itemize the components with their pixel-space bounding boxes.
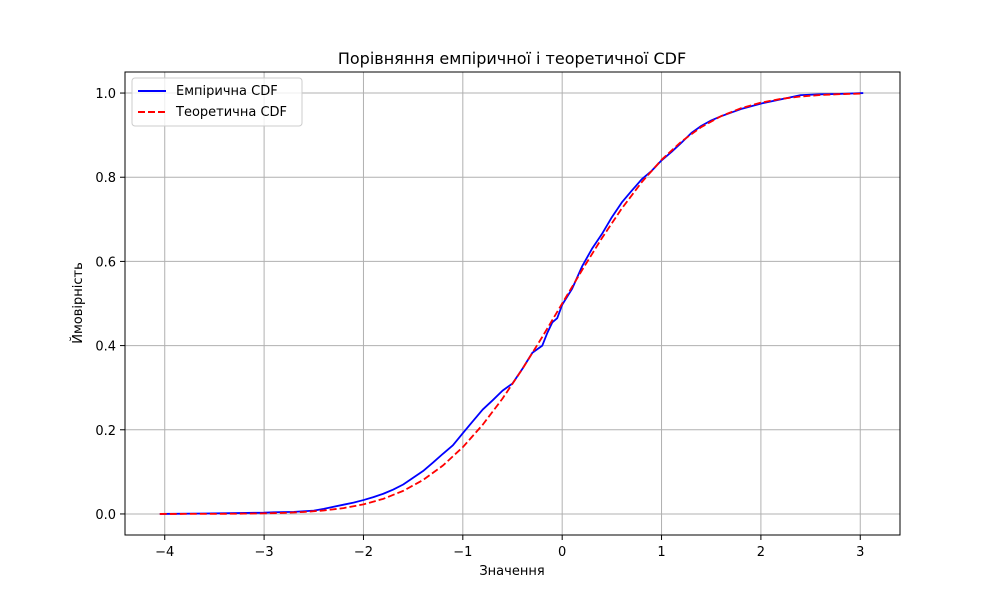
y-tick-label: 1.0 xyxy=(95,87,116,102)
y-tick-label: 0.6 xyxy=(95,255,116,270)
y-tick-label: 0.4 xyxy=(95,340,116,355)
x-tick-label: −4 xyxy=(155,545,174,560)
x-tick-label: 0 xyxy=(558,545,566,560)
legend-box xyxy=(131,77,303,127)
legend-label-empirical: Емпірична CDF xyxy=(176,84,278,99)
x-tick-label: −3 xyxy=(255,545,274,560)
x-tick-label: −1 xyxy=(453,545,472,560)
y-tick-label: 0.0 xyxy=(95,508,116,523)
theoretical-cdf-line xyxy=(159,92,864,515)
y-tick-label: 0.2 xyxy=(95,424,116,439)
x-tick-label: 3 xyxy=(856,545,864,560)
plot-area-frame xyxy=(124,71,901,536)
x-axis-label: Значення xyxy=(479,564,544,579)
empirical-cdf-line xyxy=(159,92,864,515)
x-tick-label: 2 xyxy=(757,545,765,560)
legend: Емпірична CDF Теоретична CDF xyxy=(131,77,303,127)
series-lines xyxy=(159,92,864,515)
y-axis-ticks: 0.0 0.2 0.4 0.6 0.8 1.0 xyxy=(95,87,125,523)
x-tick-label: −2 xyxy=(354,545,373,560)
x-tick-label: 1 xyxy=(657,545,665,560)
x-axis-ticks: −4 −3 −2 −1 0 1 2 3 xyxy=(155,535,864,560)
y-axis-label: Ймовірність xyxy=(70,262,86,344)
y-tick-label: 0.8 xyxy=(95,171,116,186)
grid xyxy=(125,72,900,535)
chart-title: Порівняння емпіричної і теоретичної CDF xyxy=(338,49,686,68)
legend-label-theoretical: Теоретична CDF xyxy=(175,105,287,120)
